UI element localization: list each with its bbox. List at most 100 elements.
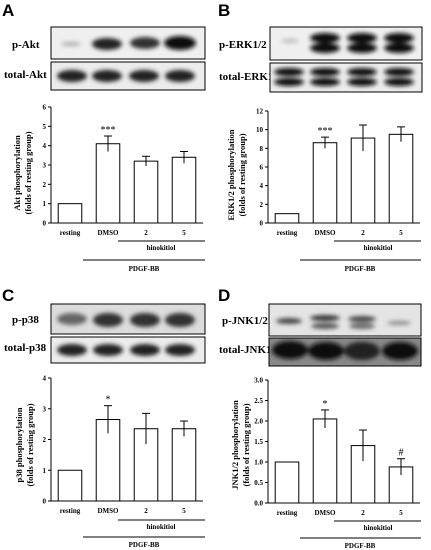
panel-b-significance-mark: ***	[318, 126, 333, 137]
panel-c-treatment-label: hinokitiol	[147, 523, 176, 531]
panel-b-blot-label-bottom: total-ERK1/2	[219, 71, 282, 83]
panel-c-ytick-label: 0	[43, 498, 47, 506]
panel-d-ylabel-line-2: (folds of resting group)	[241, 403, 251, 486]
panel-d-significance-mark: *	[323, 399, 328, 410]
panel-c-category-label: 5	[182, 507, 186, 515]
panel-a-blot-bottom	[50, 61, 206, 91]
panel-b-ytick-label: 4	[260, 182, 264, 190]
panel-b-treatment-label: hinokitiol	[364, 244, 393, 252]
panel-a-ytick-label: 4	[43, 142, 47, 150]
panel-c-blot-bottom	[50, 336, 206, 364]
panel-b-blot-top	[269, 26, 423, 61]
panel-c-blot-label-bottom: total-p38	[4, 342, 47, 354]
panel-a-treatment-label: hinokitiol	[147, 244, 176, 252]
panel-b-bar	[388, 133, 414, 224]
panel-a-ytick-label: 5	[43, 123, 47, 131]
panel-b-ylabel-line-2: (folds of resting group)	[237, 133, 247, 216]
panel-b-ytick-label: 8	[260, 145, 264, 153]
panel-d-letter: D	[218, 286, 230, 305]
panel-d-category-label: 5	[399, 509, 403, 517]
panel-d-category-label: 2	[361, 509, 365, 517]
panel-b-ytick-label: 0	[260, 220, 264, 228]
panel-d-ytick-label: 2.0	[254, 418, 263, 426]
panel-c-ylabel-line-1: p38 phosphorylation	[14, 407, 24, 482]
panel-d-blot-label-top: p-JNK1/2	[222, 315, 268, 327]
panel-c-blot-label-top: p-p38	[12, 314, 39, 326]
panel-a-bar	[95, 143, 121, 224]
panel-a-ytick-label: 3	[43, 162, 47, 170]
panel-c-category-label: resting	[60, 507, 81, 515]
panel-b-letter: B	[218, 1, 230, 20]
panel-c-category-label: DMSO	[98, 507, 120, 515]
panel-a-category-label: DMSO	[98, 229, 120, 237]
panel-c-ytick-label: 2	[43, 436, 47, 444]
panel-b-blot-label-top: p-ERK1/2	[219, 39, 267, 51]
panel-c-bar-chart: 0 1 2 3 4 resting * DMSO 2 5	[43, 375, 203, 515]
panel-b-ytick-label: 12	[256, 108, 264, 116]
panel-d-ytick-label: 2.5	[254, 397, 263, 405]
panel-b-ytick-label: 10	[256, 126, 264, 134]
panel-a-bar-chart: 0 1 2 3 4 5 6 resting *** DMSO 2 5	[43, 104, 203, 237]
panel-b: B p-ERK1/2 total-ERK1/2	[218, 1, 423, 273]
panel-b-blot-bottom	[269, 62, 423, 93]
panel-d-ytick-label: 1.5	[254, 438, 263, 446]
panel-d-blot-label-bottom: total-JNK1/2	[219, 344, 281, 356]
panel-b-group-label: PDGF-BB	[345, 265, 376, 273]
panel-b-ylabel-line-1: ERK1/2 phosphorylation	[226, 129, 236, 220]
panel-b-category-label: resting	[277, 229, 298, 237]
panel-c-bar	[171, 428, 197, 502]
panel-a-blot-top	[50, 26, 206, 60]
panel-c-letter: C	[2, 286, 14, 305]
panel-c-category-label: 2	[144, 507, 148, 515]
panel-a: A p-Akt total-Akt 0 1 2 3 4 5 6 resting *** DMSO 2…	[2, 1, 206, 273]
panel-d-treatment-label: hinokitiol	[364, 524, 393, 532]
panel-a-blot-label-top: p-Akt	[12, 39, 40, 51]
panel-c-ytick-label: 4	[43, 375, 47, 383]
panel-d-ytick-label: 0.0	[254, 500, 263, 508]
panel-a-bar	[133, 160, 159, 224]
panel-b-ytick-label: 6	[260, 164, 264, 172]
panel-b-category-label: 5	[399, 229, 403, 237]
panel-a-ytick-label: 0	[43, 220, 47, 228]
panel-a-category-label: resting	[60, 229, 81, 237]
panel-a-group-label: PDGF-BB	[129, 265, 160, 273]
panel-d: D p-JNK1/2 total-JNK1/2 0.0 0.5 1.0 1.5	[218, 286, 422, 550]
panel-b-bar	[312, 142, 338, 224]
panel-c-ytick-label: 1	[43, 467, 47, 475]
panel-b-category-label: 2	[361, 229, 365, 237]
panel-a-letter: A	[2, 1, 14, 20]
panel-c-bar	[57, 469, 83, 502]
panel-a-blot-label-bottom: total-Akt	[4, 69, 47, 81]
panel-b-category-label: DMSO	[315, 229, 337, 237]
panel-c-blot-top	[50, 303, 206, 335]
panel-d-ylabel-line-1: JNK1/2 phosphorylation	[230, 400, 240, 490]
panel-b-bar	[274, 213, 300, 224]
panel-a-ytick-label: 6	[43, 104, 47, 112]
panel-d-bar	[312, 418, 338, 504]
panel-a-category-label: 5	[182, 229, 186, 237]
panel-d-category-label: DMSO	[315, 509, 337, 517]
panel-c-ylabel-line-2: (folds of resting group)	[25, 403, 35, 486]
panel-d-ytick-label: 0.5	[254, 479, 263, 487]
panel-a-bar	[57, 203, 83, 224]
panel-d-bar-chart: 0.0 0.5 1.0 1.5 2.0 2.5 3.0 resting * DMSO 2 #5	[254, 377, 420, 517]
panel-d-category-label: resting	[277, 509, 298, 517]
panel-a-ytick-label: 2	[43, 181, 47, 189]
panel-a-bar	[171, 156, 197, 224]
panel-b-ytick-label: 2	[260, 201, 264, 209]
panel-c-significance-mark: *	[106, 395, 111, 406]
panel-d-group-label: PDGF-BB	[345, 542, 376, 550]
panel-d-significance-mark: #	[399, 448, 404, 459]
panel-d-blot-bottom	[268, 337, 422, 367]
panel-c-group-label: PDGF-BB	[129, 541, 160, 549]
panel-a-category-label: 2	[144, 229, 148, 237]
panel-b-bar-chart: 0 2 4 6 8 10 12 resting *** DMSO 2 5	[256, 108, 420, 237]
panel-d-ytick-label: 3.0	[254, 377, 263, 385]
panel-c-ytick-label: 3	[43, 405, 47, 413]
panel-a-ylabel-line-1: Akt phosphorylation	[12, 135, 22, 211]
panel-a-ylabel-line-2: (folds of resting group)	[23, 131, 33, 214]
panel-a-significance-mark: ***	[101, 125, 116, 136]
panel-d-ytick-label: 1.0	[254, 459, 263, 467]
panel-d-blot-top	[268, 303, 422, 337]
